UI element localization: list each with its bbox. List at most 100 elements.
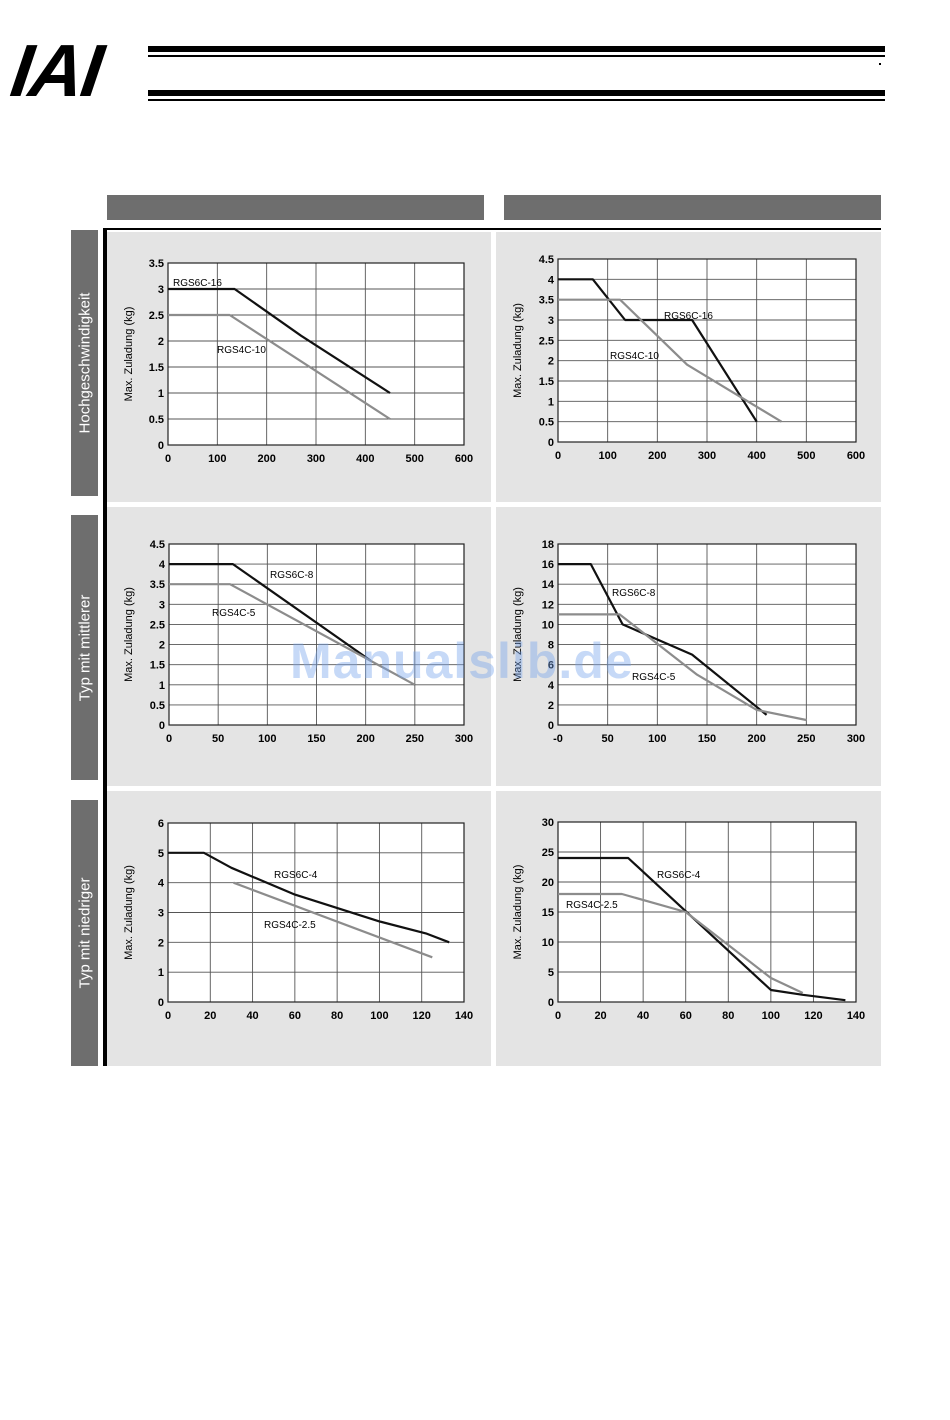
x-tick-label: 250 — [797, 733, 815, 745]
x-tick-label: 200 — [747, 733, 765, 745]
chart-panel-2: 0 100 200 300 400 500 600 0 0.5 1 1.5 2 2.5 3 3.5 4 4.5 M… — [496, 232, 881, 502]
chart-low-right: 0 20 40 60 80 100 120 140 0 5 10 15 20 25 30 Max. Zulad… — [512, 817, 865, 1022]
y-tick-label: 1.5 — [150, 660, 165, 672]
x-tick-label: 200 — [648, 450, 666, 462]
x-tick-label: 40 — [637, 1010, 649, 1022]
y-axis-label: Max. Zuladung (kg) — [123, 587, 135, 682]
y-tick-label: 3 — [548, 315, 554, 327]
y-tick-label: 4.5 — [150, 539, 165, 551]
chart-panel-6: 0 20 40 60 80 100 120 140 0 5 10 15 20 25 30 Max. Zulad… — [496, 791, 881, 1066]
x-tick-label: 0 — [165, 453, 171, 465]
y-tick-label: 3 — [158, 284, 164, 296]
series-label: RGS6C-16 — [173, 278, 222, 289]
y-tick-label: 0 — [159, 720, 165, 732]
x-tick-label: 500 — [405, 453, 423, 465]
series-label: RGS6C-8 — [612, 588, 656, 599]
y-tick-label: 0 — [548, 997, 554, 1009]
y-tick-label: 2 — [548, 356, 554, 368]
chart-low-left: 0 20 40 60 80 100 120 140 0 1 2 3 4 5 6 Max. Zuladung (… — [123, 818, 473, 1022]
chart-panel-4: -0 50 100 150 200 250 300 0 2 4 6 8 10 12 14 16 18 Max. Z… — [496, 507, 881, 786]
x-tick-label: 0 — [555, 450, 561, 462]
plot-frame — [557, 821, 857, 1003]
series-line-rgs6c-4 — [558, 856, 846, 1002]
x-tick-label: 20 — [204, 1010, 216, 1022]
y-axis-label: Max. Zuladung (kg) — [512, 865, 524, 960]
y-tick-label: 2.5 — [149, 310, 164, 322]
watermark-text: Manualslib.de — [290, 633, 634, 689]
x-tick-label: 20 — [594, 1010, 606, 1022]
y-tick-label: 2 — [159, 640, 165, 652]
series-line-rgs4c-2-5 — [558, 892, 804, 994]
x-tick-label: 600 — [455, 453, 473, 465]
x-tick-label: 400 — [356, 453, 374, 465]
x-tick-label: 80 — [331, 1010, 343, 1022]
series-label: RGS6C-4 — [274, 870, 318, 881]
series-line-rgs4c-2-5 — [233, 881, 433, 959]
y-tick-label: 10 — [542, 619, 554, 631]
y-axis-label: Max. Zuladung (kg) — [512, 303, 524, 398]
x-tick-label: 100 — [648, 733, 666, 745]
y-tick-label: 3.5 — [150, 579, 165, 591]
y-tick-label: 3 — [159, 599, 165, 611]
row-label-text: Typ mit niedriger — [76, 877, 93, 989]
x-tick-label: 0 — [166, 733, 172, 745]
y-axis-label: Max. Zuladung (kg) — [512, 587, 524, 682]
series-label: RGS4C-10 — [217, 345, 266, 356]
y-tick-label: 5 — [548, 967, 554, 979]
series-label: RGS4C-5 — [632, 672, 676, 683]
x-tick-label: 60 — [680, 1010, 692, 1022]
x-tick-label: 120 — [413, 1010, 431, 1022]
plot-frame — [168, 543, 465, 726]
series-line-rgs4c-5 — [169, 583, 416, 686]
series-line-rgs4c-10 — [558, 298, 783, 423]
y-tick-label: 12 — [542, 599, 554, 611]
chart-panel-5: 0 20 40 60 80 100 120 140 0 1 2 3 4 5 6 Max. Zuladung (… — [107, 791, 491, 1066]
x-tick-label: 100 — [258, 733, 276, 745]
y-tick-label: 8 — [548, 640, 554, 652]
chart-medium-left: 0 50 100 150 200 250 300 0 0.5 1 1.5 2 2.5 3 3.5 4 4.5 Ma… — [123, 539, 473, 745]
company-logo: IAI — [6, 29, 107, 112]
series-line-rgs6c-16 — [558, 278, 758, 423]
y-tick-label: 0.5 — [539, 417, 554, 429]
y-tick-label: 1.5 — [539, 376, 554, 388]
x-tick-label: 200 — [257, 453, 275, 465]
series-line-rgs4c-5 — [558, 613, 807, 722]
series-label: RGS6C-4 — [657, 870, 701, 881]
x-tick-label: 100 — [598, 450, 616, 462]
x-tick-label: 100 — [208, 453, 226, 465]
x-tick-label: -0 — [553, 733, 563, 745]
header-rule — [148, 55, 885, 57]
series-label: RGS4C-5 — [212, 608, 256, 619]
header-rule — [148, 99, 885, 101]
y-tick-label: 3.5 — [539, 295, 554, 307]
y-tick-label: 25 — [542, 847, 554, 859]
plot-frame — [167, 822, 465, 1003]
chart-panel-3: 0 50 100 150 200 250 300 0 0.5 1 1.5 2 2.5 3 3.5 4 4.5 Ma… — [107, 507, 491, 786]
y-tick-label: 3.5 — [149, 258, 164, 270]
series-line-rgs6c-16 — [168, 287, 391, 394]
y-tick-label: 20 — [542, 877, 554, 889]
x-tick-label: 300 — [698, 450, 716, 462]
y-tick-label: 1 — [158, 388, 164, 400]
y-tick-label: 0.5 — [149, 414, 164, 426]
series-line-rgs6c-8 — [169, 562, 372, 662]
y-tick-label: 0 — [158, 440, 164, 452]
y-tick-label: 1 — [159, 680, 165, 692]
y-tick-label: 15 — [542, 907, 554, 919]
x-tick-label: 100 — [762, 1010, 780, 1022]
row-label-medium: Typ mit mittlerer — [71, 515, 98, 780]
y-tick-label: 2 — [158, 937, 164, 949]
x-tick-label: 80 — [722, 1010, 734, 1022]
x-tick-label: 600 — [847, 450, 865, 462]
y-tick-label: 2.5 — [539, 335, 554, 347]
series-label: RGS4C-10 — [610, 351, 659, 362]
y-tick-label: 16 — [542, 559, 554, 571]
header-rule — [148, 46, 885, 52]
x-tick-label: 500 — [797, 450, 815, 462]
plot-frame — [167, 262, 465, 446]
x-tick-label: 50 — [212, 733, 224, 745]
x-tick-label: 150 — [307, 733, 325, 745]
chart-high-speed-right: 0 100 200 300 400 500 600 0 0.5 1 1.5 2 2.5 3 3.5 4 4.5 M… — [512, 254, 865, 462]
row-label-high-speed: Hochgeschwindigkeit — [71, 230, 98, 496]
series-label: RGS4C-2.5 — [264, 920, 316, 931]
